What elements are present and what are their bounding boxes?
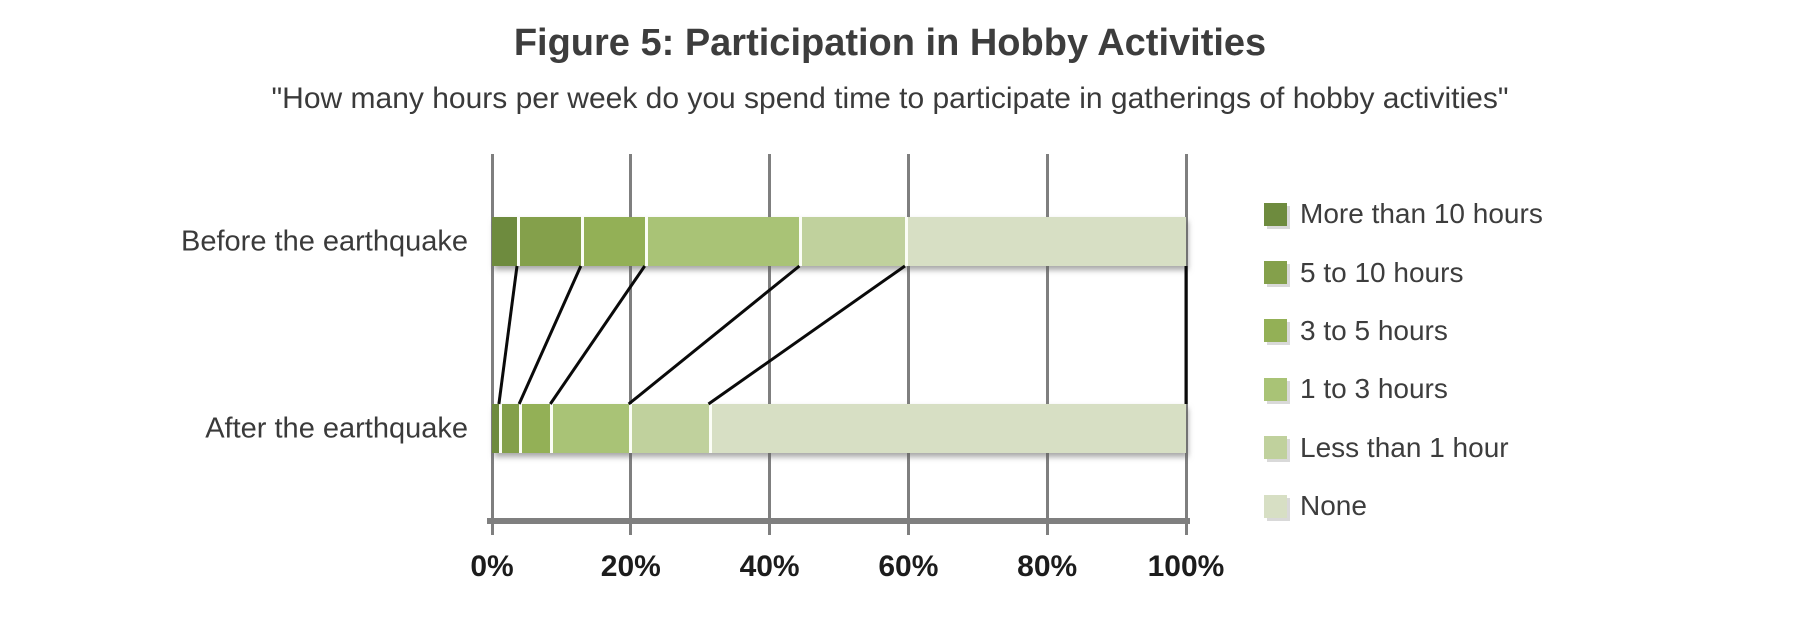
legend-swatch-less-than-1-hour [1264, 436, 1287, 460]
legend: More than 10 hours 5 to 10 hours 3 to 5 ho… [1264, 185, 1543, 535]
x-axis-tick [1184, 524, 1188, 535]
legend-label: 1 to 3 hours [1300, 373, 1448, 405]
bar-before-the-earthquake [492, 217, 1186, 266]
bar-segment-5-to-10-hours [516, 217, 581, 266]
legend-label: 3 to 5 hours [1300, 314, 1448, 346]
bar-segment-3-to-5-hours [519, 404, 551, 453]
chart-subtitle: "How many hours per week do you spend ti… [271, 82, 1509, 115]
x-axis-tick-label: 0% [470, 550, 514, 583]
bar-segment-none [708, 404, 1186, 453]
chart-title: Figure 5: Participation in Hobby Activit… [513, 22, 1267, 64]
bar-segment-more-than-10-hours [492, 404, 499, 453]
x-axis-tick-label: 80% [1017, 550, 1078, 583]
bar-segment-5-to-10-hours [498, 404, 520, 453]
legend-swatch-1-to-3-hours [1264, 377, 1287, 401]
legend-label: 5 to 10 hours [1300, 256, 1464, 288]
bar-segment-3-to-5-hours [580, 217, 645, 266]
legend-swatch-3-to-5-hours [1264, 319, 1287, 343]
x-axis-tick [629, 524, 633, 535]
gridline-20 [629, 154, 633, 518]
bar-segment-1-to-3-hours [550, 404, 629, 453]
legend-swatch-more-than-10-hours [1264, 202, 1287, 226]
legend-item-less-than-1-hour: Less than 1 hour [1264, 419, 1543, 477]
x-axis-tick-label: 60% [878, 550, 939, 583]
x-axis-tick-label: 40% [739, 550, 800, 583]
legend-label: More than 10 hours [1300, 198, 1543, 230]
x-axis-tick-label: 100% [1147, 550, 1225, 583]
x-axis-tick [768, 524, 772, 535]
bar-after-the-earthquake [492, 404, 1186, 453]
legend-label: Less than 1 hour [1300, 431, 1509, 463]
legend-item-none: None [1264, 477, 1543, 535]
legend-item-1-to-3-hours: 1 to 3 hours [1264, 360, 1543, 418]
gridline-100 [1184, 154, 1188, 518]
legend-item-3-to-5-hours: 3 to 5 hours [1264, 302, 1543, 360]
x-axis-tick [490, 524, 494, 535]
x-axis-tick [906, 524, 910, 535]
gridline-60 [906, 154, 910, 518]
bar-segment-none [904, 217, 1186, 266]
legend-label: None [1300, 490, 1367, 522]
bar-segment-less-than-1-hour [628, 404, 709, 453]
legend-swatch-none [1264, 494, 1287, 518]
x-axis-tick-label: 20% [600, 550, 661, 583]
bar-segment-less-than-1-hour [799, 217, 905, 266]
bar-segment-more-than-10-hours [492, 217, 517, 266]
x-axis-tick [1045, 524, 1049, 535]
gridline-0 [490, 154, 494, 518]
bar-segment-1-to-3-hours [644, 217, 800, 266]
category-label-before-the-earthquake: Before the earthquake [181, 225, 468, 257]
legend-item-more-than-10-hours: More than 10 hours [1264, 185, 1543, 243]
gridline-40 [768, 154, 772, 518]
legend-item-5-to-10-hours: 5 to 10 hours [1264, 243, 1543, 301]
legend-swatch-5-to-10-hours [1264, 261, 1287, 285]
gridline-80 [1045, 154, 1049, 518]
category-label-after-the-earthquake: After the earthquake [205, 412, 468, 444]
x-axis-line [487, 518, 1190, 524]
